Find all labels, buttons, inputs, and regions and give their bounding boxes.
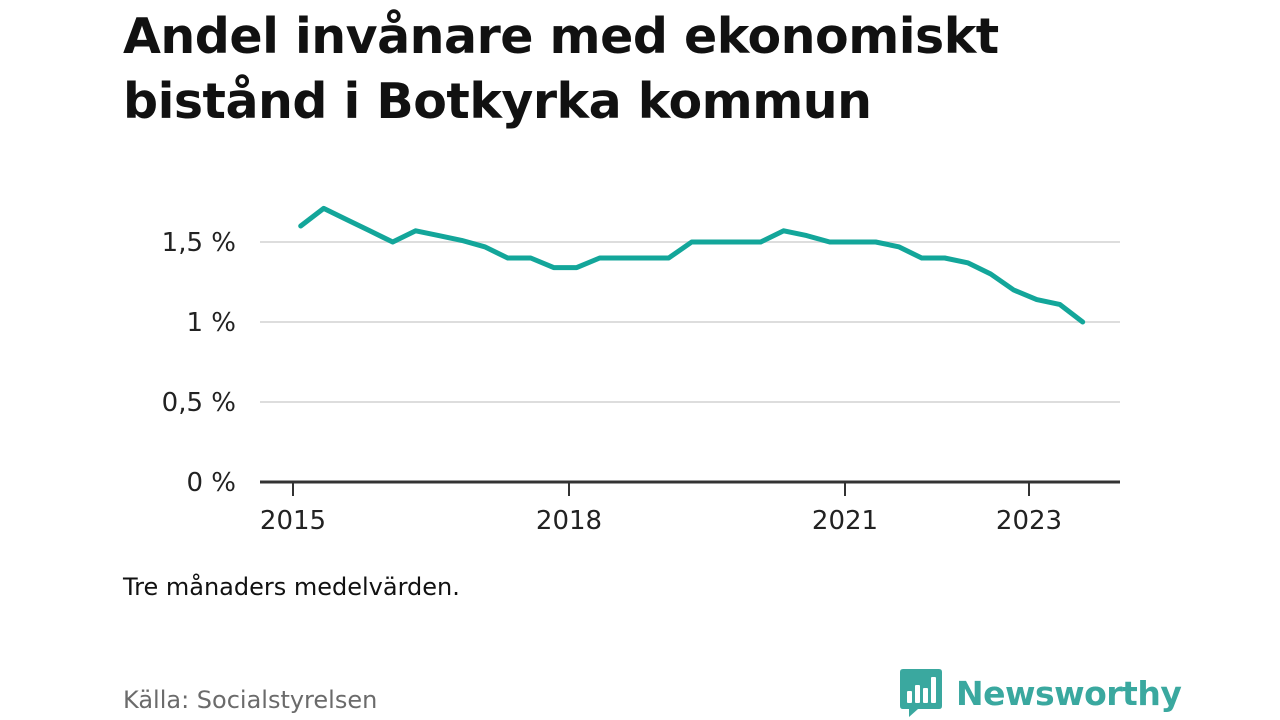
data-point	[667, 256, 671, 260]
gridlines	[260, 241, 1120, 403]
data-point	[828, 240, 832, 244]
data-point	[529, 256, 533, 260]
data-point	[322, 206, 326, 210]
source-credit: Källa: Socialstyrelsen	[123, 686, 378, 714]
data-point	[920, 256, 924, 260]
data-point	[874, 240, 878, 244]
y-tick-label: 1 %	[186, 308, 236, 338]
data-point	[575, 266, 579, 270]
brand-logo: Newsworthy	[900, 668, 1182, 718]
y-tick-label: 0,5 %	[162, 388, 236, 418]
data-point	[483, 245, 487, 249]
data-point	[943, 256, 947, 260]
y-tick-labels: 0 % 0,5 % 1 % 1,5 %	[162, 228, 236, 498]
data-point	[1012, 288, 1016, 292]
data-point	[759, 240, 763, 244]
data-point	[414, 229, 418, 233]
data-point	[897, 245, 901, 249]
x-tick-labels: 2015 2018 2021 2023	[260, 506, 1062, 536]
x-axis	[260, 480, 1120, 496]
data-point	[966, 261, 970, 265]
data-point	[437, 234, 441, 238]
y-tick-label: 0 %	[186, 468, 236, 498]
data-point	[644, 256, 648, 260]
data-point	[713, 240, 717, 244]
data-point	[1058, 302, 1062, 306]
data-point	[391, 240, 395, 244]
data-point	[989, 272, 993, 276]
x-tick-label: 2023	[996, 506, 1062, 536]
data-point	[460, 238, 464, 242]
data-point	[345, 218, 349, 222]
data-point	[621, 256, 625, 260]
data-point	[368, 229, 372, 233]
data-point	[851, 240, 855, 244]
series-lines	[298, 205, 1086, 325]
data-point	[1081, 320, 1085, 324]
chart-note: Tre månaders medelvärden.	[123, 573, 460, 601]
data-point	[552, 266, 556, 270]
data-point	[736, 240, 740, 244]
data-point	[805, 234, 809, 238]
x-tick-label: 2021	[812, 506, 878, 536]
chart-title: Andel invånare med ekonomiskt bistånd i …	[123, 8, 999, 130]
data-point	[598, 256, 602, 260]
x-tick-label: 2018	[536, 506, 602, 536]
brand-name: Newsworthy	[956, 673, 1182, 713]
data-point	[299, 224, 303, 228]
data-point	[1035, 298, 1039, 302]
data-point	[782, 229, 786, 233]
series-line	[298, 205, 1086, 325]
data-point	[506, 256, 510, 260]
y-tick-label: 1,5 %	[162, 228, 236, 258]
x-tick-label: 2015	[260, 506, 326, 536]
data-point	[690, 240, 694, 244]
newsworthy-logo-icon	[900, 669, 942, 717]
